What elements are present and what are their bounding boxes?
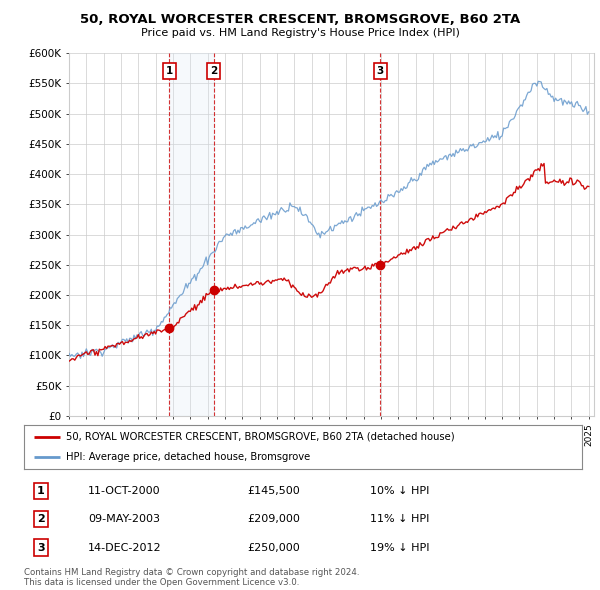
Text: 14-DEC-2012: 14-DEC-2012 xyxy=(88,543,162,552)
Text: 50, ROYAL WORCESTER CRESCENT, BROMSGROVE, B60 2TA (detached house): 50, ROYAL WORCESTER CRESCENT, BROMSGROVE… xyxy=(66,432,454,442)
Text: 2: 2 xyxy=(37,514,44,524)
Text: 19% ↓ HPI: 19% ↓ HPI xyxy=(370,543,430,552)
Text: 09-MAY-2003: 09-MAY-2003 xyxy=(88,514,160,524)
Text: £209,000: £209,000 xyxy=(247,514,300,524)
Bar xyxy=(169,53,214,416)
Text: 2: 2 xyxy=(210,66,217,76)
Text: 10% ↓ HPI: 10% ↓ HPI xyxy=(370,486,430,496)
Text: 50, ROYAL WORCESTER CRESCENT, BROMSGROVE, B60 2TA: 50, ROYAL WORCESTER CRESCENT, BROMSGROVE… xyxy=(80,13,520,26)
Text: Price paid vs. HM Land Registry's House Price Index (HPI): Price paid vs. HM Land Registry's House … xyxy=(140,28,460,38)
Text: 11-OCT-2000: 11-OCT-2000 xyxy=(88,486,161,496)
Text: HPI: Average price, detached house, Bromsgrove: HPI: Average price, detached house, Brom… xyxy=(66,452,310,462)
Text: Contains HM Land Registry data © Crown copyright and database right 2024.
This d: Contains HM Land Registry data © Crown c… xyxy=(24,568,359,587)
Text: 1: 1 xyxy=(37,486,44,496)
Text: 3: 3 xyxy=(37,543,44,552)
Text: £145,500: £145,500 xyxy=(247,486,300,496)
Text: 3: 3 xyxy=(377,66,384,76)
Text: £250,000: £250,000 xyxy=(247,543,300,552)
Text: 1: 1 xyxy=(166,66,173,76)
Text: 11% ↓ HPI: 11% ↓ HPI xyxy=(370,514,430,524)
